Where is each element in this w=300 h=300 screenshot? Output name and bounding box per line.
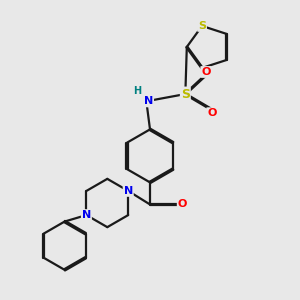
Text: H: H <box>133 86 141 96</box>
Text: S: S <box>198 21 206 31</box>
Text: N: N <box>124 186 133 196</box>
Text: O: O <box>178 200 187 209</box>
Text: N: N <box>144 96 153 106</box>
Text: O: O <box>207 108 217 118</box>
Text: O: O <box>201 67 211 77</box>
Text: N: N <box>82 210 91 220</box>
Text: S: S <box>181 88 190 100</box>
